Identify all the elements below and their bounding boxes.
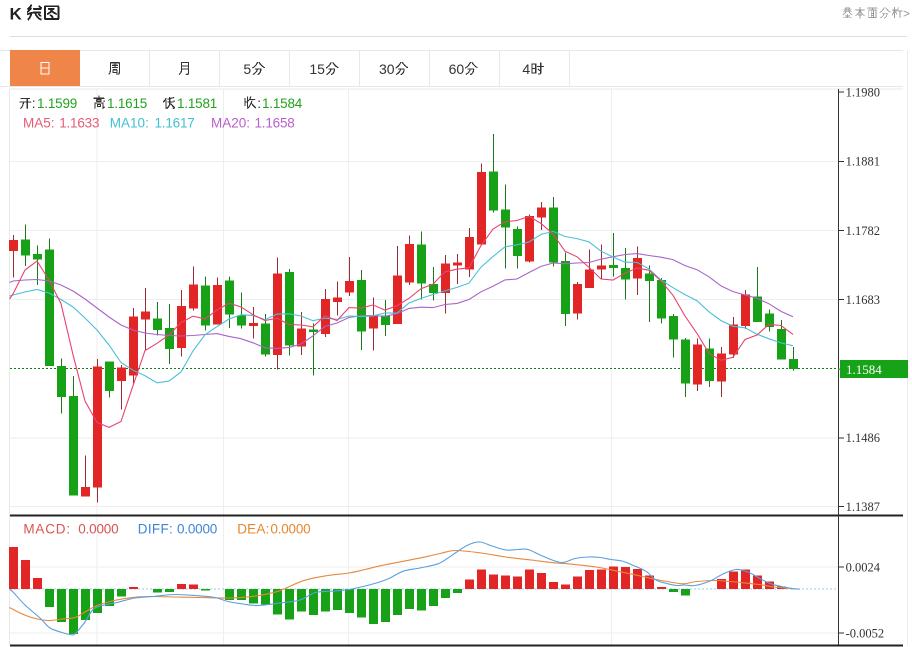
svg-text:0.0000: 0.0000 (177, 522, 217, 537)
svg-text:1.1486: 1.1486 (846, 431, 880, 445)
svg-text:DIFF:: DIFF: (138, 522, 173, 537)
svg-text::: : (32, 96, 36, 111)
svg-text:-0.0052: -0.0052 (846, 626, 885, 640)
svg-text:>: > (903, 7, 910, 21)
svg-text:1.1683: 1.1683 (846, 293, 880, 307)
svg-text:1.1581: 1.1581 (177, 96, 217, 111)
svg-text:0.0000: 0.0000 (78, 522, 118, 537)
svg-text:1.1658: 1.1658 (255, 116, 295, 131)
svg-text:1.1387: 1.1387 (846, 500, 880, 514)
svg-text:1.1633: 1.1633 (59, 116, 99, 131)
svg-text:1.1881: 1.1881 (846, 155, 880, 169)
svg-text:1.1615: 1.1615 (107, 96, 147, 111)
svg-text:0.0024: 0.0024 (846, 560, 881, 574)
svg-text:K: K (10, 5, 23, 24)
svg-text:15: 15 (309, 61, 325, 77)
svg-text::: : (102, 96, 106, 111)
svg-text::: : (257, 96, 261, 111)
svg-text:5: 5 (243, 61, 251, 77)
svg-text:1.1617: 1.1617 (155, 116, 195, 131)
svg-text::: : (172, 96, 176, 111)
svg-text:MA10:: MA10: (110, 116, 149, 131)
svg-text:1.1584: 1.1584 (846, 362, 882, 377)
svg-text:1.1584: 1.1584 (262, 96, 303, 111)
svg-text:DEA:: DEA: (237, 522, 269, 537)
svg-text:1.1980: 1.1980 (846, 85, 880, 99)
svg-text:MA20:: MA20: (211, 116, 250, 131)
svg-text:0.0000: 0.0000 (270, 522, 310, 537)
svg-text:30: 30 (379, 61, 395, 77)
svg-text:4: 4 (522, 61, 530, 77)
svg-text:1.1599: 1.1599 (37, 96, 77, 111)
svg-text:60: 60 (449, 61, 465, 77)
svg-text:1.1782: 1.1782 (846, 224, 880, 238)
svg-text:MACD:: MACD: (23, 522, 71, 537)
svg-text:MA5:: MA5: (23, 116, 55, 131)
